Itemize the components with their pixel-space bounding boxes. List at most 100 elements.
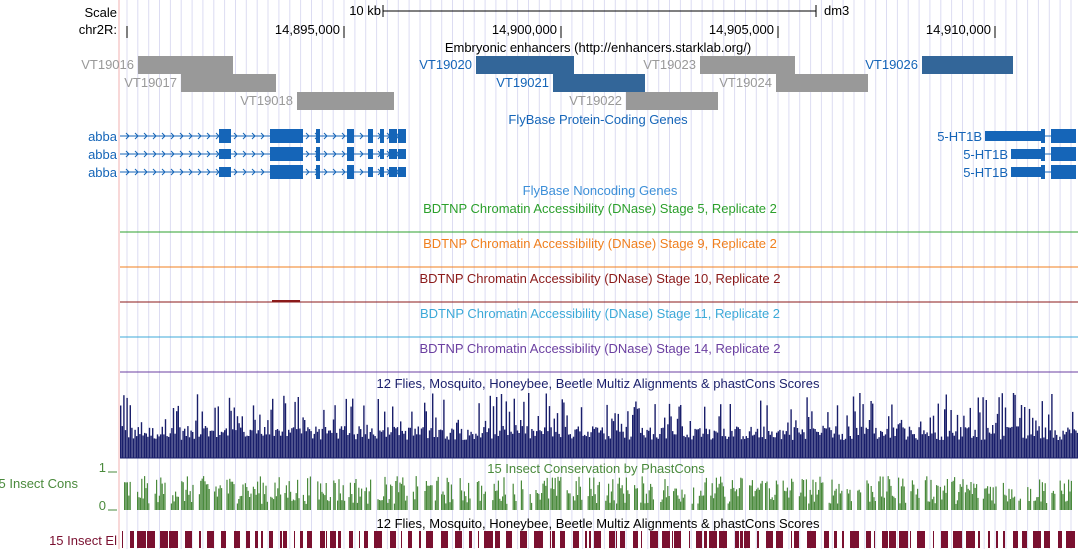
phastcons-bar [883,497,885,510]
multiz-bar [456,422,458,458]
multiz-track[interactable]: 12 Flies, Mosquito, Honeybee, Beetle Mul… [120,376,1078,459]
enhancer-vt19017[interactable] [181,74,276,92]
enhancer-vt19016[interactable] [138,56,233,74]
phastcons-bar [804,496,806,510]
multiz-bar [659,434,661,458]
multiz-bar [1064,434,1066,458]
gene-label-5ht1b-2[interactable]: 5-HT1B [963,147,1008,162]
multiz-bar [193,438,195,458]
multiz-bar [801,429,803,458]
multiz-bar [972,436,975,458]
phastcons-bar [697,503,699,510]
enhancer-label-vt19026[interactable]: VT19026 [865,57,918,72]
phastcons-bar [204,481,206,510]
multiz-bar [601,427,603,458]
enhancer-vt19020[interactable] [476,56,574,74]
multiz-bar [171,428,173,458]
conserved-element-block [882,531,888,548]
phastcons-bar [717,487,719,510]
dnase-track-stage14[interactable]: BDTNP Chromatin Accessibility (DNase) St… [120,341,1078,373]
phastcons-track[interactable]: 15 Insect Conservation by PhastCons 1 15… [0,460,1072,513]
multiz-bar [153,438,155,458]
abba-gene-models[interactable] [120,129,406,179]
multiz-bar [576,429,578,458]
multiz-bar [528,393,530,458]
multiz-bar [889,437,891,458]
multiz-bar [828,427,831,458]
multiz-bar [292,427,295,458]
enhancer-vt19022[interactable] [626,92,718,110]
multiz-bar [507,435,509,458]
multiz-bar [696,429,698,458]
enhancer-label-vt19022[interactable]: VT19022 [569,93,622,108]
multiz-bar [304,420,306,458]
multiz-bar [697,429,699,458]
enhancer-label-vt19021[interactable]: VT19021 [496,75,549,90]
multiz-bar [254,419,256,458]
multiz-bar [534,435,536,458]
enhancer-vt19026[interactable] [922,56,1013,74]
enhancer-vt19023[interactable] [700,56,795,74]
phastcons-bar [1008,488,1010,510]
elements-side-label[interactable]: 15 Insect El [49,533,117,548]
multiz-bar [739,429,741,458]
multiz-bar [508,411,511,458]
conserved-element-block [1033,531,1041,548]
enhancer-vt19018[interactable] [297,92,394,110]
phastcons-bar [572,496,574,510]
multiz-bar [1030,434,1032,458]
phastcons-bar [768,488,770,510]
enhancer-label-vt19017[interactable]: VT19017 [124,75,177,90]
enhancer-label-vt19018[interactable]: VT19018 [240,93,293,108]
dnase-track-stage11[interactable]: BDTNP Chromatin Accessibility (DNase) St… [120,306,1078,338]
multiz-bar [657,438,659,458]
conserved-element-block [469,531,472,548]
gene-label-abba-2[interactable]: abba [88,147,118,162]
phastcons-bar [677,495,679,510]
enhancer-vt19021[interactable] [553,74,645,92]
enhancer-vt19024[interactable] [776,74,868,92]
gene-label-abba-1[interactable]: abba [88,129,118,144]
gene-label-5ht1b-3[interactable]: 5-HT1B [963,165,1008,180]
5-ht1b-gene-models[interactable] [985,129,1076,179]
conserved-element-block [874,531,875,548]
phastcons-bar [138,497,140,510]
phastcons-bar [349,482,351,510]
strand-arrow-icon [206,168,211,176]
phastcons-bar [926,476,928,510]
phastcons-bar [185,489,187,510]
conserved-element-block [1013,531,1018,548]
phastcons-bar [1039,479,1041,510]
phastcons-bar [290,491,292,510]
enhancer-label-vt19024[interactable]: VT19024 [719,75,772,90]
multiz-bar [758,437,760,458]
gene-label-abba-3[interactable]: abba [88,165,118,180]
phastcons-bar [161,483,163,510]
multiz-bar [617,413,619,458]
multiz-bar [420,428,423,458]
conserved-element-block [917,531,925,548]
enhancer-label-vt19023[interactable]: VT19023 [643,57,696,72]
phastcons-bar [207,484,209,510]
pos-label-3: 14,905,000 [709,22,774,37]
multiz-bar [224,430,226,458]
conserved-element-block [484,531,493,548]
dnase-track-stage5[interactable]: BDTNP Chromatin Accessibility (DNase) St… [120,201,1078,233]
conserved-elements-track[interactable]: 12 Flies, Mosquito, Honeybee, Beetle Mul… [49,516,1075,548]
phastcons-bar [760,483,762,510]
phastcons-bar [792,481,794,510]
phastcons-bar [219,485,221,510]
phastcons-bar [522,489,524,510]
dnase-track-stage9[interactable]: BDTNP Chromatin Accessibility (DNase) St… [120,236,1078,268]
enhancer-label-vt19020[interactable]: VT19020 [419,57,472,72]
gene-label-5ht1b-1[interactable]: 5-HT1B [937,129,982,144]
dnase-track-stage10[interactable]: BDTNP Chromatin Accessibility (DNase) St… [120,271,1078,303]
phastcons-side-label[interactable]: 15 Insect Cons [0,476,78,491]
conserved-element-block [1022,531,1027,548]
multiz-bar [819,434,821,458]
multiz-bar [377,399,379,458]
multiz-bar [211,430,213,458]
enhancer-label-vt19016[interactable]: VT19016 [81,57,134,72]
